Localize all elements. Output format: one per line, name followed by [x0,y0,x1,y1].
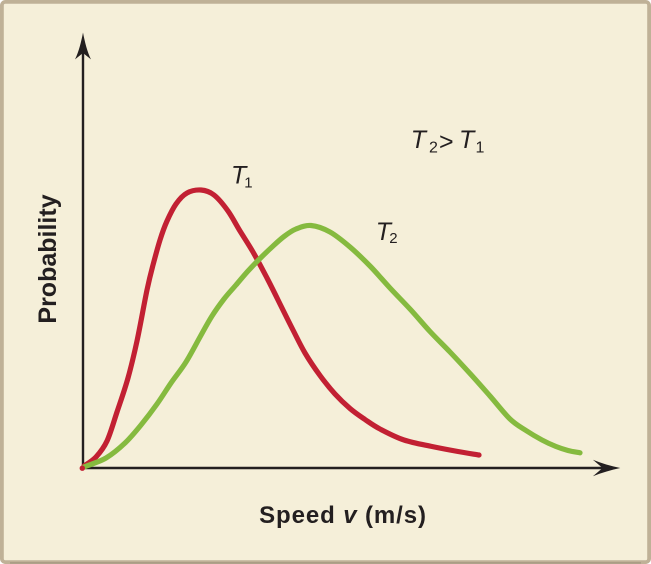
svg-text:T2: T2 [376,218,398,247]
svg-text:Probability: Probability [34,194,62,323]
svg-text:T2>T1: T 2> T1 [411,126,485,156]
svg-text:T1: T1 [231,162,253,192]
svg-text:Speed v (m/s): Speed v (m/s) [259,502,427,529]
